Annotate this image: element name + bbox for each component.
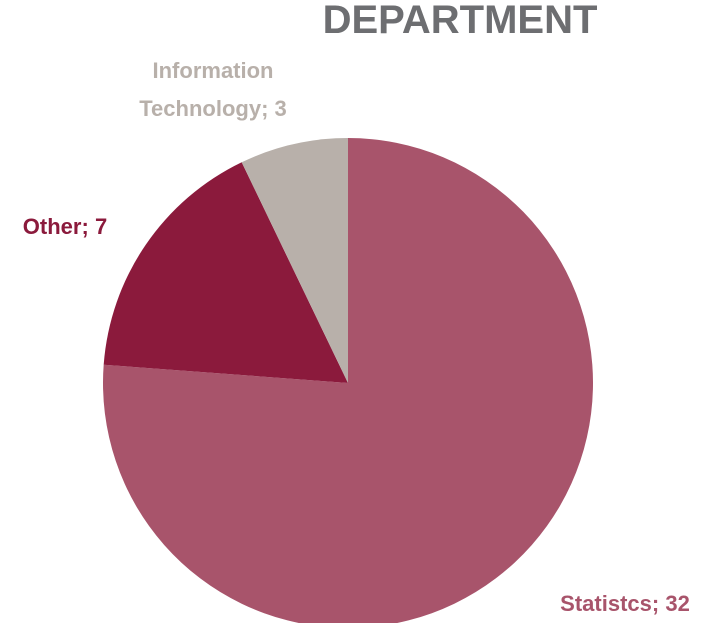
pie-slice	[241, 138, 348, 383]
chart-title: DEPARTMENT	[322, 0, 598, 42]
label-category: Other	[22, 214, 82, 239]
label-separator: ;	[261, 96, 275, 121]
label-separator: ;	[651, 591, 666, 616]
data-label: Statistcs; 32	[540, 585, 708, 623]
label-value: 7	[94, 214, 108, 239]
label-category: Information Technology	[139, 58, 274, 121]
label-value: 32	[665, 591, 690, 616]
pie-slice	[103, 162, 349, 383]
label-separator: ;	[81, 214, 95, 239]
data-label: Other; 7	[0, 208, 150, 246]
pie-slice	[103, 138, 593, 623]
label-value: 3	[274, 96, 287, 121]
label-category: Statistcs	[560, 591, 652, 616]
data-label: Information Technology; 3	[113, 52, 313, 128]
